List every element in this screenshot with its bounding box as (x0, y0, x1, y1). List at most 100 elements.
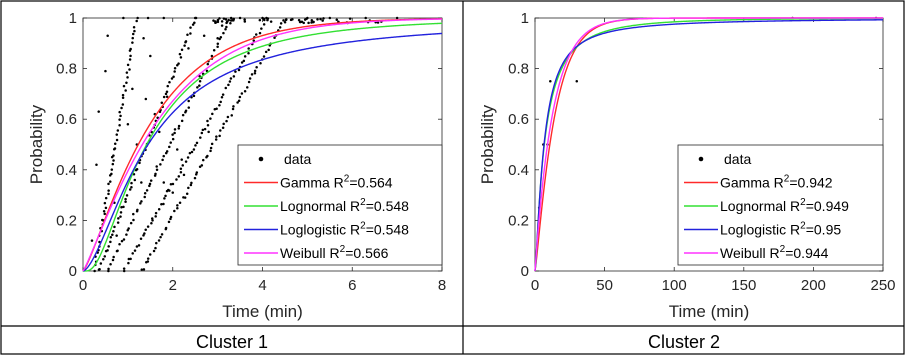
y-tick-label: 0 (521, 263, 529, 280)
data-point (219, 35, 223, 39)
data-point (111, 162, 115, 166)
data-point (135, 245, 139, 248)
data-point (250, 73, 254, 76)
data-point (188, 151, 192, 155)
data-point (143, 195, 146, 199)
y-tick-label: 1 (521, 10, 529, 27)
data-point (198, 79, 202, 83)
data-point (128, 68, 131, 71)
data-point (125, 233, 128, 236)
y-tick-label: 0.6 (56, 111, 77, 128)
series-line-loglogistic (534, 19, 884, 272)
data-point (194, 144, 197, 147)
data-point (201, 158, 205, 162)
data-point (113, 147, 117, 150)
data-point (238, 16, 242, 20)
data-point (129, 257, 132, 261)
data-point (154, 215, 157, 218)
x-tick-label: 150 (731, 277, 756, 294)
data-point (306, 16, 309, 20)
x-axis-label: Time (min) (222, 302, 303, 321)
data-point (149, 54, 152, 58)
data-point (310, 18, 314, 22)
data-point (106, 34, 109, 37)
data-point (157, 207, 161, 211)
data-point (224, 28, 227, 31)
data-point (190, 150, 194, 154)
data-point (222, 31, 225, 35)
legend-label-weibull: Weibull R2=0.566 (280, 244, 389, 261)
data-point (187, 186, 190, 190)
data-point (229, 77, 233, 80)
data-point (226, 115, 230, 119)
data-point (132, 218, 135, 222)
data-point (215, 107, 218, 111)
y-tick-label: 0.8 (508, 61, 529, 78)
data-point (192, 148, 196, 151)
data-point (110, 172, 113, 176)
data-point (131, 41, 134, 44)
x-tick-label: 100 (662, 277, 687, 294)
data-point (165, 150, 169, 153)
data-point (133, 29, 136, 33)
data-point (186, 33, 189, 37)
data-point (173, 70, 176, 73)
data-point (218, 104, 221, 107)
data-point (165, 90, 169, 94)
data-point (107, 182, 110, 186)
data-point (120, 106, 123, 110)
x-tick-label: 0 (79, 277, 87, 294)
data-point (136, 16, 139, 20)
data-point (302, 21, 305, 25)
data-point (230, 114, 233, 117)
data-point (549, 80, 552, 83)
data-point (194, 173, 198, 176)
x-tick-label: 0 (531, 277, 539, 294)
data-point (119, 215, 122, 218)
data-point (157, 239, 161, 242)
series-line-lognormal (534, 17, 883, 272)
data-point (179, 167, 183, 170)
data-point (104, 206, 108, 210)
data-point (209, 146, 213, 150)
data-point (575, 80, 579, 83)
data-point (155, 168, 159, 172)
data-point (109, 236, 113, 239)
data-point (210, 54, 214, 58)
data-point (247, 47, 250, 50)
data-point (179, 171, 183, 174)
data-point (221, 126, 225, 129)
data-point (159, 163, 162, 166)
data-point (183, 196, 187, 199)
data-point (181, 164, 185, 167)
data-point (169, 215, 173, 219)
data-point (118, 110, 121, 114)
y-tick-label: 0.8 (56, 61, 77, 78)
data-point (243, 55, 247, 58)
data-point (203, 127, 207, 131)
data-point (178, 201, 182, 204)
legend: data Gamma R2=0.564 Lognormal R2=0.548 Logl… (237, 144, 443, 266)
data-point (198, 84, 201, 87)
data-point (154, 246, 157, 250)
data-point (98, 267, 101, 271)
data-point (220, 20, 224, 23)
data-point (180, 158, 183, 161)
data-point (229, 16, 233, 20)
data-point (103, 255, 107, 258)
data-point (211, 112, 214, 116)
y-tick-label: 0.2 (508, 212, 529, 229)
data-point (171, 191, 174, 194)
cluster-2-caption: Cluster 2 (648, 332, 720, 352)
data-point (146, 16, 150, 20)
data-point (154, 211, 158, 215)
data-point (335, 18, 339, 22)
data-point (161, 158, 164, 162)
data-point (189, 26, 192, 29)
data-point (115, 234, 118, 237)
data-point (93, 269, 96, 273)
data-point (151, 219, 154, 222)
data-point (395, 16, 399, 20)
data-point (160, 101, 164, 104)
data-point (122, 205, 125, 209)
